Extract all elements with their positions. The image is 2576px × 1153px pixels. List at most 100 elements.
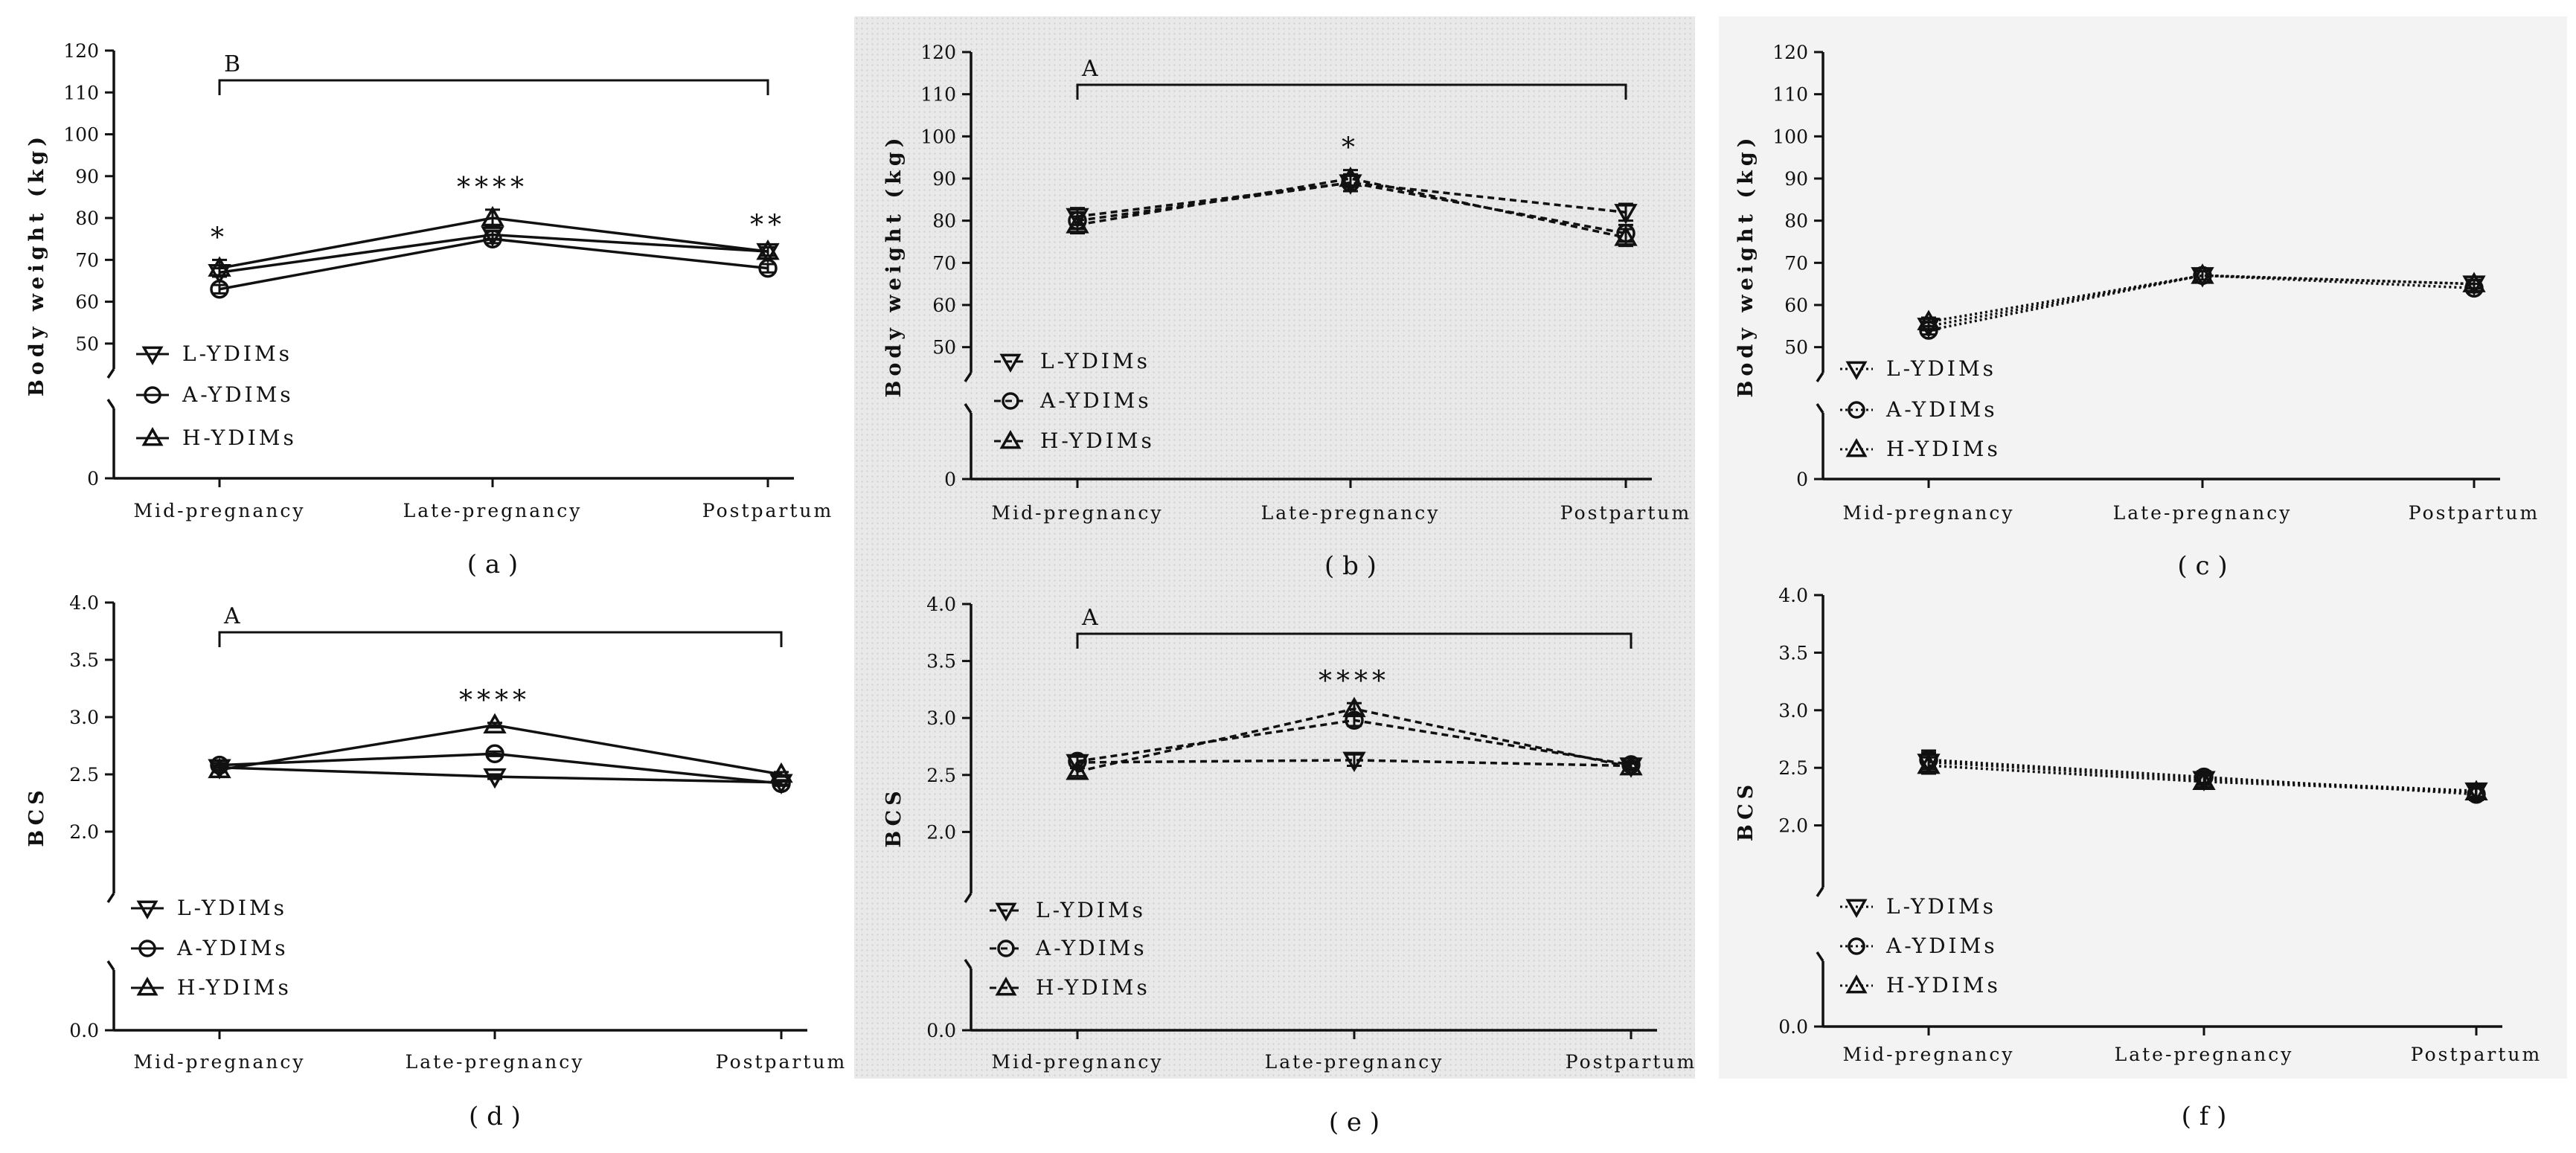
significance-marker: ** (750, 210, 786, 240)
data-point-H-YDIMs (2191, 263, 2214, 284)
legend-marker-A-YDIMs (144, 386, 161, 404)
x-tick-label: Late-pregnancy (406, 1051, 585, 1073)
legend-marker-H-YDIMs (136, 976, 158, 996)
data-point-A-YDIMs (210, 279, 229, 299)
y-tick-label: 100 (1772, 126, 1808, 147)
y-tick-label: 90 (932, 168, 956, 190)
y-tick-label: 100 (63, 124, 99, 146)
series-line-A-YDIMs (1077, 181, 1627, 235)
legend-label: H-YDIMs (177, 975, 292, 1000)
legend-marker-A-YDIMs (1002, 392, 1019, 410)
data-point-H-YDIMs (483, 713, 507, 734)
legend-label: L-YDIMs (177, 896, 287, 920)
legend-marker-L-YDIMs (1845, 361, 1868, 381)
y-tick-label: 2.0 (1778, 815, 1808, 837)
legend-label: L-YDIMs (1886, 356, 1996, 381)
legend-marker-L-YDIMs (995, 902, 1017, 922)
x-tick-label: Late-pregnancy (1265, 1051, 1444, 1073)
legend-label: L-YDIMs (1040, 349, 1150, 373)
x-tick-label: Postpartum (2409, 502, 2540, 524)
panel-caption: ( f ) (2182, 1102, 2227, 1131)
legend-label: A-YDIMs (182, 382, 294, 407)
y-tick-label: 4.0 (1778, 585, 1808, 606)
error-bar (212, 283, 227, 295)
y-tick-label: 80 (75, 208, 99, 229)
legend-label: H-YDIMs (1036, 975, 1150, 1000)
y-tick-label: 3.0 (1778, 700, 1808, 722)
error-bar (485, 234, 500, 245)
error-bar (1347, 753, 1362, 768)
y-tick-label: 90 (1784, 168, 1808, 190)
axis-break-mark (106, 368, 115, 379)
y-tick-label: 0 (1796, 469, 1808, 490)
legend-marker-L-YDIMs (999, 353, 1022, 373)
y-tick-label: 2.0 (926, 821, 956, 843)
data-point-H-YDIMs (481, 205, 504, 227)
y-tick-label: 100 (920, 126, 956, 147)
axis-break-mark (964, 959, 973, 969)
legend-label: H-YDIMs (182, 425, 297, 450)
y-tick-label: 60 (1784, 295, 1808, 316)
y-tick-label: 80 (1784, 211, 1808, 232)
group-bracket (218, 631, 783, 647)
data-point-H-YDIMs (208, 256, 231, 277)
legend-marker-A-YDIMs (1848, 401, 1865, 419)
axis-break-mark (964, 893, 973, 903)
error-bar (2195, 270, 2210, 281)
legend-label: L-YDIMs (182, 341, 292, 366)
data-point-H-YDIMs (1339, 166, 1362, 187)
x-tick-label: Late-pregnancy (403, 500, 583, 521)
chart-panel-a: 0 50 60 70 80 90 100 110 120 Mid-pregnancy Late-pr… (25, 40, 831, 579)
chart-panel-f: 0.0 2.0 2.5 3.0 3.5 4.0 Mid-pregnancy Late-preg… (1734, 585, 2540, 1131)
data-point-H-YDIMs (2462, 272, 2486, 292)
y-tick-label: 70 (1784, 252, 1808, 274)
data-point-H-YDIMs (1066, 759, 1089, 780)
y-tick-label: 0 (944, 469, 956, 490)
y-tick-label: 60 (932, 295, 956, 316)
y-tick-label: 70 (932, 252, 956, 274)
group-bracket-label: A (223, 603, 240, 629)
panel-background-light (1719, 16, 2567, 1079)
data-point-L-YDIMs (481, 226, 504, 247)
series-line-H-YDIMs (1077, 177, 1627, 240)
y-tick-label: 2.0 (69, 821, 99, 843)
legend-label: A-YDIMs (1035, 936, 1147, 960)
x-tick-label: Late-pregnancy (2113, 502, 2293, 524)
y-tick-label: 3.5 (1778, 642, 1808, 664)
legend-marker-A-YDIMs (138, 940, 156, 957)
axis-break-mark (964, 372, 973, 382)
data-point-H-YDIMs (1614, 225, 1638, 246)
x-tick-label: Mid-pregnancy (1842, 1044, 2014, 1065)
x-tick-label: Postpartum (716, 1051, 847, 1073)
y-tick-label: 110 (1772, 84, 1808, 106)
legend-marker-L-YDIMs (136, 900, 158, 920)
axis-break-mark (106, 399, 115, 409)
legend-marker-A-YDIMs (997, 940, 1015, 957)
significance-marker: * (211, 222, 228, 253)
data-point-H-YDIMs (769, 762, 793, 783)
data-point-L-YDIMs (483, 768, 507, 789)
chart-panel-b: 0 50 60 70 80 90 100 110 120 Mid-pregnancy Late-pr… (882, 42, 1689, 581)
y-tick-label: 0.0 (1778, 1016, 1808, 1038)
group-bracket (1076, 632, 1633, 649)
y-axis-label: Body weight (kg) (25, 132, 48, 396)
series-line-L-YDIMs (1077, 759, 1632, 768)
axis-break-mark (1816, 887, 1824, 897)
chart-panel-e: 0.0 2.0 2.5 3.0 3.5 4.0 Mid-pregnancy Late-preg… (882, 594, 1696, 1137)
x-tick-label: Postpartum (1566, 1051, 1696, 1073)
y-tick-label: 3.5 (926, 651, 956, 672)
group-bracket-label: B (224, 51, 240, 77)
data-point-H-YDIMs (208, 757, 231, 779)
legend-label: A-YDIMs (1885, 397, 1998, 422)
axis-break-mark (1816, 951, 1824, 962)
x-tick-label: Late-pregnancy (2115, 1044, 2294, 1065)
legend-label: L-YDIMs (1036, 898, 1146, 922)
legend-marker-H-YDIMs (999, 429, 1022, 449)
significance-marker: **** (457, 173, 528, 203)
y-tick-label: 0 (87, 468, 99, 489)
y-tick-label: 0.0 (69, 1020, 99, 1041)
x-tick-label: Mid-pregnancy (991, 502, 1163, 524)
series-line-A-YDIMs (1928, 274, 2475, 332)
error-bar (760, 245, 775, 257)
